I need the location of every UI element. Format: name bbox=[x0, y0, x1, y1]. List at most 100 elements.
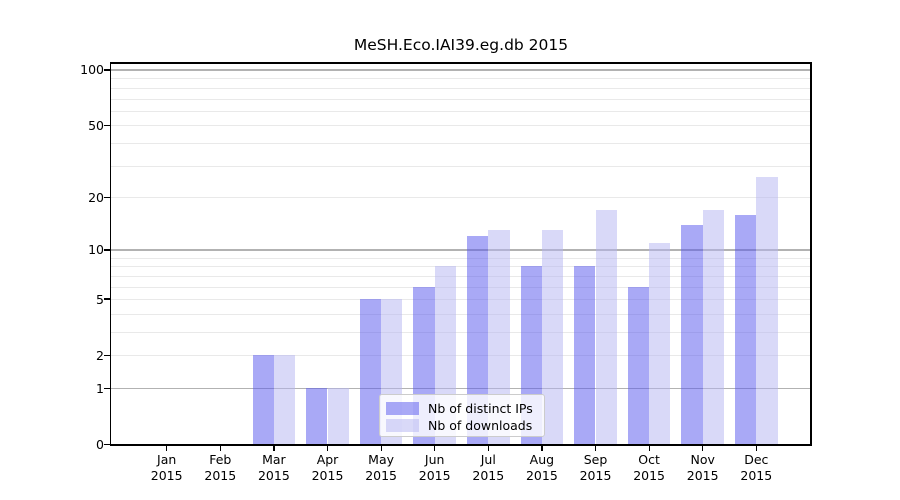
x-tick-year: 2015 bbox=[204, 467, 237, 483]
x-tick-year: 2015 bbox=[311, 467, 344, 483]
legend: Nb of distinct IPs Nb of downloads bbox=[379, 394, 545, 437]
y-tick bbox=[103, 196, 110, 199]
gridline-minor bbox=[111, 110, 810, 112]
gridline-major bbox=[111, 387, 810, 389]
gridline-minor bbox=[111, 355, 810, 357]
x-tick bbox=[326, 445, 329, 451]
gridline-minor bbox=[111, 286, 810, 288]
x-tick-year: 2015 bbox=[150, 467, 183, 483]
x-tick-year: 2015 bbox=[257, 467, 290, 483]
y-tick-label: 0 bbox=[96, 437, 104, 452]
x-tick-label: Oct 2015 bbox=[618, 452, 680, 483]
x-tick-label: Jan 2015 bbox=[136, 452, 198, 483]
x-tick-label: Nov 2015 bbox=[672, 452, 734, 483]
x-tick-label: Jul 2015 bbox=[457, 452, 519, 483]
y-tick bbox=[103, 124, 110, 127]
x-tick-year: 2015 bbox=[633, 467, 665, 483]
gridline-minor bbox=[111, 143, 810, 145]
x-tick bbox=[541, 445, 543, 451]
x-tick-year: 2015 bbox=[525, 467, 558, 483]
x-tick bbox=[434, 445, 436, 451]
x-tick-month: Sep bbox=[583, 452, 608, 467]
legend-item-downloads: Nb of downloads bbox=[386, 417, 537, 434]
x-tick bbox=[648, 445, 650, 451]
x-tick bbox=[702, 445, 704, 451]
chart-title: MeSH.Eco.IAI39.eg.db 2015 bbox=[353, 36, 569, 54]
x-tick-label: Dec 2015 bbox=[725, 452, 787, 483]
x-tick-month: Dec bbox=[744, 452, 769, 467]
legend-label-distinct-ips: Nb of distinct IPs bbox=[428, 401, 533, 416]
y-tick bbox=[103, 354, 110, 357]
x-tick-year: 2015 bbox=[740, 467, 773, 483]
legend-label-downloads: Nb of downloads bbox=[428, 418, 533, 433]
y-tick bbox=[103, 249, 110, 251]
gridline-minor bbox=[111, 197, 810, 199]
x-tick-month: Mar bbox=[262, 452, 286, 467]
bar-downloads-jul bbox=[488, 230, 510, 444]
y-tick-label: 5 bbox=[96, 291, 104, 307]
x-tick-label: Aug 2015 bbox=[511, 452, 573, 483]
y-tick-label: 50 bbox=[88, 117, 104, 133]
x-tick-label: Feb 2015 bbox=[189, 452, 251, 483]
bar-downloads-dec bbox=[756, 177, 778, 444]
y-tick-label: 20 bbox=[88, 189, 104, 205]
bar-downloads-apr bbox=[327, 388, 349, 444]
gridline-minor bbox=[111, 331, 810, 333]
gridline-minor bbox=[111, 125, 810, 127]
x-tick-label: Apr 2015 bbox=[297, 452, 359, 483]
y-tick-label: 100 bbox=[80, 62, 104, 78]
bar-distinct-ips-jul bbox=[466, 236, 489, 444]
x-tick bbox=[487, 445, 489, 451]
x-tick-label: Sep 2015 bbox=[565, 452, 627, 483]
bar-distinct-ips-mar bbox=[252, 355, 274, 444]
bar-distinct-ips-oct bbox=[627, 286, 650, 444]
gridline-minor bbox=[111, 98, 810, 100]
x-tick-month: Feb bbox=[209, 452, 232, 467]
legend-item-distinct-ips: Nb of distinct IPs bbox=[386, 400, 537, 417]
y-tick bbox=[103, 387, 110, 389]
x-tick bbox=[219, 445, 221, 451]
gridline-major bbox=[111, 69, 810, 71]
gridline-minor bbox=[111, 257, 810, 259]
x-tick-month: Aug bbox=[529, 452, 555, 467]
x-tick-month: Jul bbox=[480, 452, 496, 467]
bar-distinct-ips-sep bbox=[574, 266, 596, 444]
axis-spine-left bbox=[109, 62, 111, 446]
x-tick-month: Nov bbox=[690, 452, 715, 467]
gridline-minor bbox=[111, 165, 810, 167]
bar-distinct-ips-nov bbox=[681, 224, 703, 444]
x-tick-year: 2015 bbox=[365, 467, 397, 483]
bar-distinct-ips-apr bbox=[306, 388, 328, 444]
x-tick-month: Jan bbox=[157, 452, 177, 467]
bar-distinct-ips-dec bbox=[734, 214, 757, 444]
gridline-minor bbox=[111, 78, 810, 80]
bar-distinct-ips-may bbox=[359, 299, 382, 444]
x-tick bbox=[273, 445, 275, 451]
x-tick bbox=[166, 445, 168, 451]
axis-spine-top bbox=[109, 62, 812, 64]
y-tick-label: 1 bbox=[96, 380, 104, 396]
legend-swatch-downloads bbox=[386, 418, 419, 433]
x-tick bbox=[594, 445, 597, 451]
gridline-minor bbox=[111, 266, 810, 268]
bar-downloads-mar bbox=[273, 355, 296, 444]
y-tick bbox=[103, 298, 110, 300]
bar-downloads-oct bbox=[649, 242, 671, 444]
y-tick-label: 10 bbox=[88, 242, 104, 258]
x-tick-label: Jun 2015 bbox=[404, 452, 466, 483]
bar-downloads-aug bbox=[541, 230, 564, 444]
axis-spine-bottom bbox=[109, 444, 812, 446]
gridline-minor bbox=[111, 313, 810, 315]
legend-swatch-distinct-ips bbox=[386, 401, 419, 416]
x-tick-year: 2015 bbox=[418, 467, 451, 483]
gridline-minor bbox=[111, 87, 810, 89]
bar-downloads-nov bbox=[702, 209, 725, 444]
gridline-minor bbox=[111, 275, 810, 277]
x-tick-month: Apr bbox=[316, 452, 339, 467]
gridline-major bbox=[111, 249, 810, 251]
axis-spine-right bbox=[810, 62, 812, 446]
y-tick bbox=[103, 443, 110, 446]
gridline-minor bbox=[111, 299, 810, 301]
x-tick-year: 2015 bbox=[686, 467, 719, 483]
